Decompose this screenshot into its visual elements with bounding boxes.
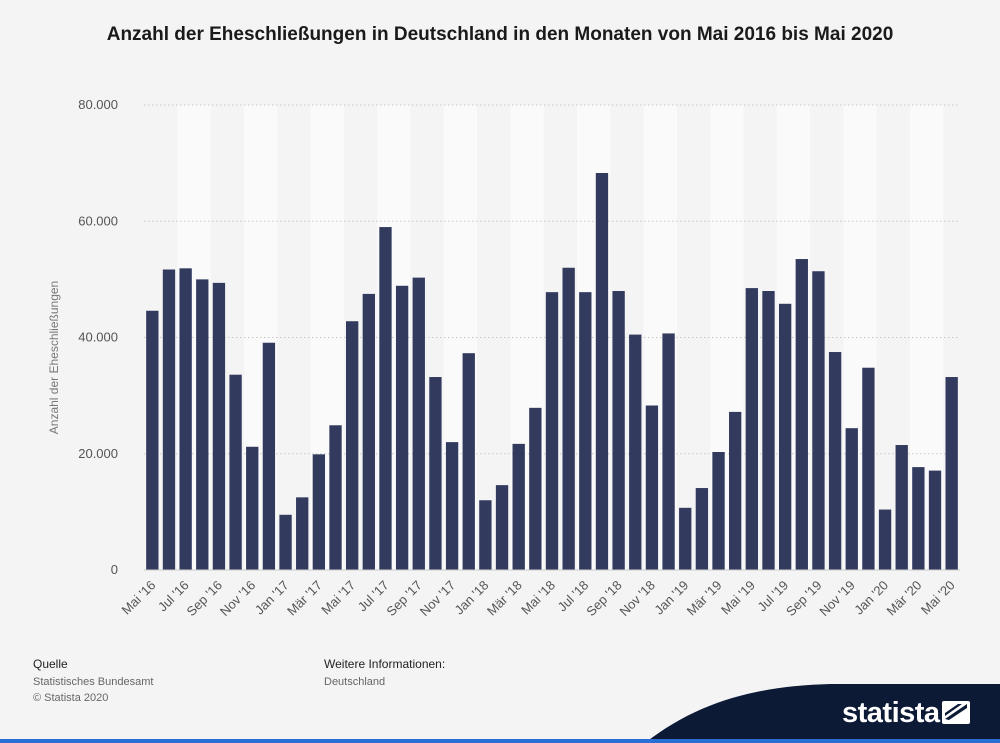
bar[interactable] [262,342,276,570]
bar[interactable] [878,509,892,570]
bar[interactable] [312,454,326,570]
bar[interactable] [695,488,709,570]
bar[interactable] [862,367,875,570]
y-axis-ticks: 0 20.000 40.000 60.000 80.000 [78,97,118,577]
bars [146,173,958,570]
bar[interactable] [196,279,209,570]
bar[interactable] [778,303,792,570]
bar[interactable] [246,446,259,570]
bar[interactable] [296,497,309,570]
y-tick-label: 60.000 [78,213,118,228]
y-tick-label: 0 [111,562,118,577]
source-heading: Quelle [33,657,68,671]
bar[interactable] [795,259,808,570]
bar[interactable] [595,173,609,570]
y-tick-label: 80.000 [78,97,118,112]
bar[interactable] [445,442,459,570]
bar[interactable] [179,268,192,570]
bar[interactable] [612,291,625,570]
bar[interactable] [712,452,725,570]
bar[interactable] [895,445,908,570]
source-text: Statistisches Bundesamt [33,676,154,688]
info-heading: Weitere Informationen: [324,657,446,671]
bar[interactable] [512,443,525,570]
chart-title: Anzahl der Eheschließungen in Deutschlan… [106,24,894,45]
copyright: © Statista 2020 [33,692,109,704]
bar[interactable] [162,269,176,570]
bar[interactable] [495,485,509,570]
bar[interactable] [812,271,825,570]
bar[interactable] [479,500,492,570]
bar[interactable] [762,291,775,570]
bar[interactable] [579,292,592,570]
y-tick-label: 20.000 [78,446,118,461]
bar[interactable] [229,374,242,570]
bar[interactable] [395,285,409,570]
bar[interactable] [828,352,842,570]
bar[interactable] [379,227,392,570]
statista-logo-icon [942,701,970,724]
bar[interactable] [945,377,958,570]
bar[interactable] [745,288,758,570]
bar[interactable] [146,310,159,570]
bar[interactable] [429,377,442,570]
bar[interactable] [845,428,858,570]
bar[interactable] [928,470,942,570]
bar[interactable] [562,267,575,570]
bar[interactable] [412,277,425,570]
bar[interactable] [679,507,692,570]
info-text: Deutschland [324,676,386,688]
bar[interactable] [545,292,559,570]
bar[interactable] [329,425,342,570]
bar[interactable] [462,353,475,570]
y-axis-label: Anzahl der Eheschließungen [47,281,61,434]
bar[interactable] [662,333,675,570]
bar[interactable] [729,411,742,570]
statista-logo-text: statista [842,697,940,729]
bar[interactable] [346,321,359,570]
y-tick-label: 40.000 [78,330,118,345]
bar[interactable] [362,293,375,570]
bar[interactable] [912,467,925,570]
bar[interactable] [645,405,659,570]
bar[interactable] [629,334,642,570]
bar[interactable] [529,407,542,570]
bar[interactable] [279,514,292,570]
bar[interactable] [212,282,226,570]
